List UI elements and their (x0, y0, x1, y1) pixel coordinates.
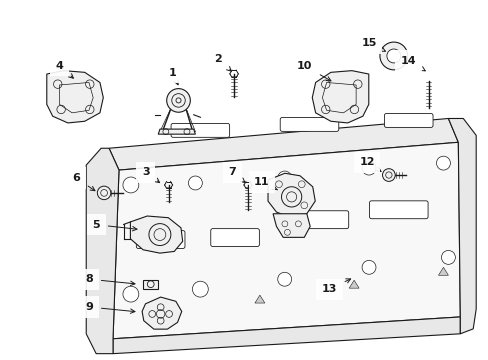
Text: 11: 11 (254, 177, 277, 190)
Circle shape (382, 169, 394, 181)
Text: 9: 9 (85, 302, 135, 313)
FancyBboxPatch shape (280, 117, 338, 131)
Text: 6: 6 (72, 173, 95, 191)
Circle shape (361, 260, 375, 274)
Polygon shape (438, 267, 447, 275)
Polygon shape (312, 71, 368, 123)
Polygon shape (254, 295, 264, 303)
Polygon shape (86, 148, 119, 354)
Circle shape (277, 272, 291, 286)
Polygon shape (113, 317, 459, 354)
Circle shape (122, 177, 139, 193)
Circle shape (379, 42, 407, 70)
FancyBboxPatch shape (210, 229, 259, 247)
Circle shape (361, 161, 375, 175)
Polygon shape (143, 280, 158, 289)
Text: 1: 1 (168, 68, 178, 85)
Circle shape (386, 49, 400, 63)
Circle shape (441, 251, 454, 264)
Polygon shape (47, 71, 103, 123)
Text: 7: 7 (228, 167, 244, 183)
Text: 2: 2 (214, 54, 231, 71)
Polygon shape (348, 280, 358, 288)
Text: 10: 10 (296, 61, 330, 81)
FancyBboxPatch shape (171, 123, 229, 137)
Text: 4: 4 (56, 61, 73, 78)
Polygon shape (158, 129, 195, 134)
Polygon shape (142, 297, 182, 329)
Circle shape (97, 186, 111, 200)
FancyBboxPatch shape (369, 201, 427, 219)
FancyBboxPatch shape (136, 231, 184, 248)
Polygon shape (447, 118, 475, 334)
Text: 12: 12 (359, 157, 380, 171)
Circle shape (188, 176, 202, 190)
Circle shape (192, 281, 208, 297)
Circle shape (277, 171, 291, 185)
Polygon shape (267, 173, 315, 218)
Polygon shape (109, 118, 457, 170)
Text: 8: 8 (85, 274, 135, 285)
Circle shape (166, 89, 190, 112)
Polygon shape (113, 142, 459, 339)
FancyBboxPatch shape (289, 211, 348, 229)
Text: 15: 15 (361, 38, 385, 51)
FancyBboxPatch shape (384, 113, 432, 127)
Polygon shape (161, 305, 170, 313)
Text: 13: 13 (321, 279, 350, 294)
Text: 14: 14 (400, 56, 425, 71)
Polygon shape (272, 214, 309, 237)
Circle shape (122, 286, 139, 302)
Polygon shape (130, 216, 183, 253)
Text: 3: 3 (142, 167, 159, 183)
Text: 5: 5 (92, 220, 137, 231)
Circle shape (436, 156, 449, 170)
